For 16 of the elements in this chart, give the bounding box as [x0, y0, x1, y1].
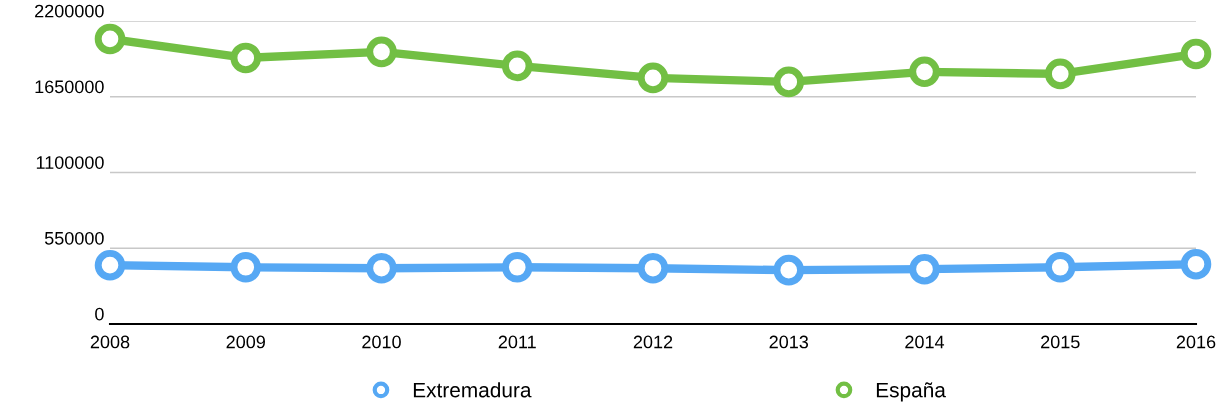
legend-label: España: [876, 382, 946, 402]
x-tick-label: 2013: [769, 335, 809, 349]
x-tick-label: 2015: [1041, 335, 1080, 349]
x-tick-label: 2011: [498, 335, 536, 349]
x-tick-label: 2012: [633, 335, 673, 349]
x-tick-label: 2008: [90, 335, 130, 349]
x-tick-label: 2014: [905, 335, 945, 349]
y-tick-label: 550000: [44, 231, 104, 245]
y-tick-label: 1650000: [35, 80, 104, 94]
y-tick-label: 1100000: [36, 156, 104, 169]
y-tick-label: 2200000: [35, 4, 104, 18]
x-tick-label: 2009: [226, 335, 265, 349]
legend-label: Extremadura: [413, 382, 532, 398]
y-tick-label: 0: [95, 307, 104, 321]
x-tick-label: 2010: [362, 335, 401, 349]
x-tick-label: 2016: [1176, 335, 1216, 349]
